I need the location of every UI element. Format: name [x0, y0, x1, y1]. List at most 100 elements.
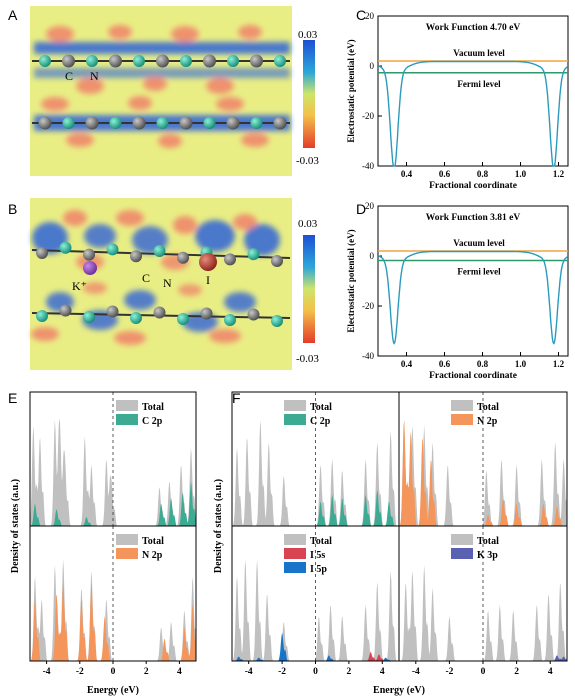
legend-swatch	[451, 400, 473, 411]
legend-swatch	[451, 534, 473, 545]
legend-swatch	[284, 400, 306, 411]
carbon-atom	[179, 116, 193, 130]
x-tick-label: -4	[43, 667, 51, 677]
dos-subplot-F-top-right	[399, 420, 567, 526]
nitrogen-atom	[224, 314, 236, 326]
carbon-atom	[203, 54, 216, 68]
atom-label-n-a: N	[90, 69, 99, 83]
nitrogen-atom	[271, 315, 283, 327]
x-tick-label: 4	[548, 667, 553, 677]
nitrogen-atom	[83, 311, 95, 323]
work-function-annotation: Work Function 3.81 eV	[426, 213, 521, 223]
legend-entry: Total	[142, 536, 164, 547]
legend-entry: Total	[310, 536, 332, 547]
charge-density-map-b	[30, 198, 292, 370]
x-tick-label: 0.6	[439, 359, 451, 369]
x-tick-label: 0.4	[401, 169, 413, 179]
carbon-atom	[224, 253, 236, 266]
x-tick-label: 1.0	[515, 169, 527, 179]
x-tick-label: -2	[76, 667, 84, 677]
total-dos-area	[399, 420, 567, 526]
carbon-atom	[106, 305, 119, 318]
x-axis-label: Fractional coordinate	[429, 181, 517, 191]
nitrogen-atom	[203, 117, 216, 129]
x-tick-label: 0.8	[477, 359, 489, 369]
plot-frame	[377, 205, 569, 357]
atom-label-n-b: N	[163, 276, 172, 290]
work-function-annotation: Work Function 4.70 eV	[426, 23, 521, 33]
total-dos-area	[30, 418, 196, 526]
dos-subplot-E-bottom	[30, 559, 196, 661]
legend-swatch	[116, 414, 138, 425]
carbon-atom	[132, 116, 146, 130]
fermi-level-label: Fermi level	[457, 267, 501, 277]
nitrogen-atom	[59, 241, 72, 254]
density-of-states-plots: Total C 2p Total N 2p -4 -2 0 2 4 Total C 2p Total N…	[10, 391, 568, 696]
nitrogen-atom	[153, 245, 166, 257]
iodine-atom	[199, 253, 217, 271]
atoms-layer-b	[36, 241, 283, 327]
dos-subplot-F-bottom-left	[232, 559, 399, 661]
y-axis-label: Electrostatic potential (eV)	[346, 229, 356, 332]
panel-label-b: B	[8, 201, 17, 217]
nitrogen-atom	[156, 117, 169, 129]
x-tick-label: 0	[111, 667, 116, 677]
nitrogen-atom	[274, 55, 286, 67]
potential-curve	[377, 60, 569, 167]
x-tick-label: 1.2	[553, 169, 565, 179]
legend-entry: N 2p	[142, 550, 163, 561]
x-tick-label: 0.8	[477, 169, 489, 179]
carbon-atom	[226, 116, 240, 130]
legend-swatch	[116, 534, 138, 545]
carbon-atom	[273, 116, 287, 130]
legend-entry: C 2p	[142, 416, 163, 427]
carbon-atom	[59, 304, 72, 317]
carbon-atom	[156, 54, 169, 68]
legend-entry: C 2p	[310, 416, 331, 427]
partial-dos-area	[232, 652, 399, 661]
y-tick-label: 20	[365, 201, 375, 211]
nitrogen-atom	[130, 312, 142, 324]
legend-swatch	[284, 534, 306, 545]
y-axis-label: Electrostatic potential (eV)	[346, 39, 356, 142]
atom-label-c-a: C	[65, 69, 73, 83]
carbon-atom	[200, 307, 213, 320]
colorbar-b	[303, 235, 315, 343]
panel-label-c: C	[356, 7, 366, 23]
colorbar-a	[303, 40, 315, 148]
nitrogen-atom	[227, 55, 239, 67]
x-tick-label: 1.2	[553, 359, 565, 369]
vacuum-level-label: Vacuum level	[453, 48, 505, 58]
electrostatic-potential-chart-d: 20 0 -20 -40 0.4 0.6 0.8 1.0 1.2 Work Function 3.…	[346, 201, 569, 381]
nitrogen-atom	[177, 313, 189, 325]
x-tick-label: 4	[380, 667, 385, 677]
x-tick-label: 2	[514, 667, 519, 677]
x-tick-label: 0	[313, 667, 318, 677]
legend-swatch	[451, 414, 473, 425]
atom-label-k-b: K⁺	[72, 279, 87, 293]
legend-entry: Total	[142, 402, 164, 413]
nitrogen-atom	[109, 117, 122, 129]
legend-entry: N 2p	[477, 416, 498, 427]
potassium-atom	[83, 261, 97, 275]
colorbar-max-a: 0.03	[298, 29, 318, 41]
electrostatic-potential-chart-c: 20 0 -20 -40 0.4 0.6 0.8 1.0 1.2 Work Function 4.…	[346, 11, 569, 191]
x-tick-label: -2	[445, 667, 453, 677]
legend-entry: K 3p	[477, 550, 498, 561]
x-tick-label: 2	[347, 667, 352, 677]
potential-curve	[377, 250, 569, 345]
carbon-atom	[177, 251, 189, 264]
dos-subplot-E-top	[30, 418, 196, 526]
nitrogen-atom	[62, 117, 75, 129]
nitrogen-atom	[86, 55, 98, 67]
x-tick-label: -4	[245, 667, 253, 677]
x-tick-label: -2	[278, 667, 286, 677]
legend-swatch	[116, 548, 138, 559]
y-axis-label-e: Density of states (a.u.)	[10, 479, 21, 573]
plot-frame	[377, 15, 569, 167]
legend-entry: I 5p	[310, 564, 327, 575]
x-tick-label: 1.0	[515, 359, 527, 369]
legend-entry: Total	[310, 402, 332, 413]
carbon-atom	[271, 255, 283, 267]
legend-swatch	[284, 562, 306, 573]
